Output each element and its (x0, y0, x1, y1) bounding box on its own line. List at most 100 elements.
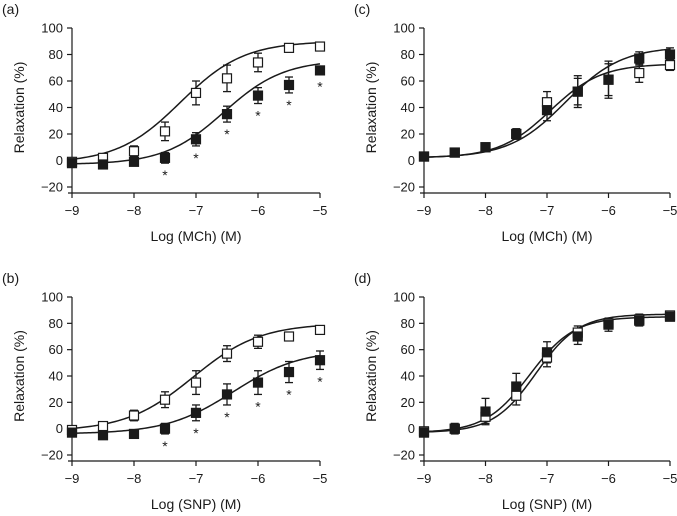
significance-asterisk: * (255, 108, 261, 124)
open-square-point (128, 146, 140, 157)
fit-curve-filled-square (423, 316, 671, 433)
filled-square-point (252, 377, 264, 388)
x-tick-label: −7 (189, 471, 204, 486)
y-tick-label: −20 (41, 180, 63, 195)
y-tick-label: 60 (401, 342, 415, 357)
x-tick-label: −6 (251, 471, 266, 486)
significance-asterisk: * (193, 150, 199, 166)
filled-square-point (480, 142, 491, 153)
y-tick-label: 40 (49, 100, 63, 115)
open-square-point (283, 42, 295, 53)
filled-square-point (480, 406, 491, 417)
significance-asterisk: * (162, 167, 168, 183)
open-square-point (159, 126, 171, 137)
y-axis-title: Relaxation (%) (363, 62, 379, 154)
x-tick-label: −6 (601, 203, 616, 218)
filled-square-point (541, 105, 553, 116)
open-square-point (128, 410, 140, 421)
open-square-point (314, 41, 326, 52)
panel-a: (a) −20 0 20 40 60 80 100 −9 −8 −7 −6 −5 Log (MCh) (M… (2, 1, 327, 244)
open-square-point (190, 377, 202, 388)
y-tick-label: 20 (401, 395, 415, 410)
y-tick-label: 100 (41, 290, 63, 305)
fit-curve-open-square (423, 313, 671, 433)
x-axis-title: Log (MCh) (M) (150, 228, 241, 244)
y-tick-label: −20 (41, 448, 63, 463)
filled-square-point (283, 79, 295, 91)
y-tick-label: 0 (56, 421, 63, 436)
filled-square-point (511, 381, 522, 392)
x-axis-title: Log (SNP) (M) (151, 496, 241, 512)
significance-asterisk: * (255, 398, 261, 414)
x-tick-label: −5 (663, 203, 677, 218)
panel-d: (d) −20 0 20 40 60 80 100 −9 −8 −7 −6 −5 Log (SNP) (M… (354, 270, 677, 512)
x-tick-label: −7 (540, 203, 555, 218)
filled-square-point (603, 319, 614, 330)
y-tick-label: 100 (41, 21, 63, 36)
open-square-point (283, 331, 295, 342)
filled-square-point (97, 159, 109, 170)
y-tick-label: 80 (401, 316, 415, 331)
y-axis-title: Relaxation (%) (11, 62, 27, 154)
open-square-point (159, 394, 171, 405)
y-tick-label: 20 (401, 127, 415, 142)
y-tick-label: −20 (393, 448, 415, 463)
x-tick-label: −8 (478, 471, 493, 486)
open-square-point (511, 390, 522, 401)
filled-square-point (541, 347, 553, 358)
y-tick-label: 40 (49, 369, 63, 384)
significance-asterisk: * (317, 373, 323, 389)
filled-square-point (664, 49, 676, 60)
x-tick-label: −5 (313, 203, 328, 218)
open-square-point (634, 67, 645, 79)
x-tick-label: −6 (601, 471, 616, 486)
y-tick-label: 80 (49, 316, 63, 331)
x-tick-label: −9 (417, 471, 432, 486)
x-axis-title: Log (MCh) (M) (501, 228, 592, 244)
x-tick-label: −7 (540, 471, 555, 486)
open-square-point (190, 87, 202, 99)
significance-asterisk: * (224, 126, 230, 142)
filled-square-point (283, 366, 295, 378)
panel-label: (b) (2, 270, 19, 286)
filled-square-point (572, 86, 583, 97)
open-square-point (252, 57, 264, 68)
x-tick-label: −8 (478, 203, 493, 218)
x-tick-label: −9 (65, 471, 80, 486)
x-tick-label: −5 (313, 471, 328, 486)
filled-square-point (128, 428, 140, 440)
significance-asterisk: * (193, 425, 199, 441)
y-tick-label: 100 (393, 290, 415, 305)
x-tick-label: −9 (65, 203, 80, 218)
significance-asterisk: * (224, 409, 230, 425)
x-tick-label: −9 (417, 203, 432, 218)
y-tick-label: 40 (401, 100, 415, 115)
y-tick-label: 40 (401, 369, 415, 384)
filled-square-point (418, 427, 430, 438)
filled-square-point (634, 53, 645, 64)
y-tick-label: −20 (393, 180, 415, 195)
y-axis-title: Relaxation (%) (11, 330, 27, 422)
y-tick-label: 60 (401, 74, 415, 89)
filled-square-point (449, 423, 460, 434)
y-tick-label: 60 (49, 74, 63, 89)
open-square-point (221, 348, 233, 359)
filled-square-point (159, 152, 171, 163)
open-square-point (97, 420, 109, 432)
y-axis-title: Relaxation (%) (363, 330, 379, 422)
filled-square-point (66, 427, 78, 438)
filled-square-point (418, 151, 430, 162)
significance-asterisk: * (162, 438, 168, 454)
y-tick-label: 0 (408, 153, 415, 168)
panel-label: (a) (2, 1, 19, 17)
filled-square-point (314, 355, 326, 366)
y-tick-label: 20 (49, 127, 63, 142)
filled-square-point (66, 158, 78, 169)
y-tick-label: 0 (408, 421, 415, 436)
filled-square-point (252, 90, 264, 101)
panel-c: (c) −20 0 20 40 60 80 100 −9 −8 −7 −6 −5 Log (MCh) (M… (354, 1, 677, 244)
open-square-point (221, 73, 233, 84)
significance-asterisk: * (317, 78, 323, 94)
significance-asterisk: * (286, 97, 292, 113)
